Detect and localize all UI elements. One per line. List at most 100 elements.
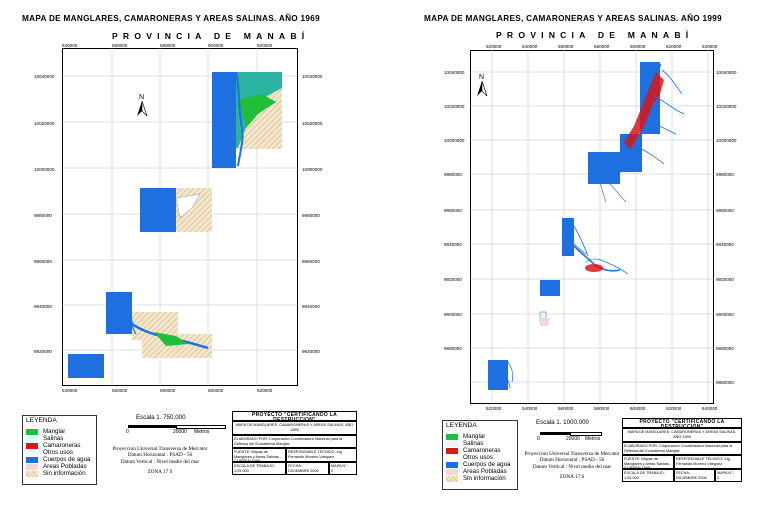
tb-date: FECHA: DICIEMBRE 2006	[674, 469, 715, 482]
water-body	[488, 360, 508, 390]
map-subtitle-1969: PROVINCIA DE MANABÍ	[112, 31, 310, 41]
x-tick-bottom: 600000	[208, 388, 224, 393]
water-body	[540, 280, 560, 296]
tb-technical: RESPONSABLE TÉCNICO: Ing. Fernando Moren…	[674, 455, 742, 469]
tb-sheet: MAPA N°: 2	[715, 469, 742, 482]
tb-source: FUENTE: Mapas de Manglares y Areas Salin…	[622, 455, 674, 469]
north-arrow-icon: N	[137, 94, 148, 117]
y-tick-left: 9920000	[34, 349, 52, 354]
tb-source: FUENTE: Mapas de Manglares y Areas Salin…	[232, 448, 286, 462]
scale-distance: 20000	[173, 429, 187, 435]
projection-info: Proyección Universal Transversa de Merca…	[112, 446, 208, 476]
x-tick-top: 620000	[257, 43, 273, 48]
y-tick-left: 10040000	[34, 74, 55, 79]
y-tick-left: 9940000	[34, 304, 52, 309]
legend-1969: LEYENDA Manglar Salinas Camaroneras Otro…	[22, 415, 97, 485]
projection-info: Proyección Universal Transversa de Merca…	[524, 451, 620, 481]
y-tick-right: 9920000	[716, 277, 734, 282]
x-tick-bottom: 580000	[594, 406, 610, 411]
scale-bar	[540, 432, 570, 435]
scale-unit: Metros	[585, 436, 601, 442]
map-title-1999: MAPA DE MANGLARES, CAMARONERAS Y AREAS S…	[424, 14, 722, 23]
shrimp-farm-area	[585, 264, 603, 272]
x-tick-bottom: 640000	[702, 406, 718, 411]
north-arrow-icon: N	[477, 74, 488, 97]
estuary-area	[236, 72, 282, 148]
water-body	[588, 152, 620, 184]
x-tick-top: 580000	[160, 43, 176, 48]
y-tick-right: 9940000	[302, 304, 320, 309]
y-tick-left: 9980000	[444, 172, 462, 177]
y-tick-left: 10040000	[444, 70, 465, 75]
title-block-1999: PROYECTO "CERTIFICANDO LA DESTRUCCION" M…	[622, 418, 742, 494]
y-tick-right: 9860000	[716, 380, 734, 385]
y-tick-left: 10000000	[34, 167, 55, 172]
map-subtitle-1999: PROVINCIA DE MANABÍ	[496, 30, 694, 40]
x-tick-bottom: 560000	[112, 388, 128, 393]
y-tick-right: 10000000	[716, 138, 737, 143]
y-tick-right: 9900000	[716, 312, 734, 317]
scale-zero: 0	[537, 436, 540, 442]
y-tick-right: 9880000	[716, 346, 734, 351]
tb-header: PROYECTO "CERTIFICANDO LA DESTRUCCION"	[622, 418, 742, 428]
y-tick-left: 9900000	[444, 312, 462, 317]
water-body	[106, 292, 132, 334]
map-frame-1969	[62, 48, 298, 386]
x-tick-top: 560000	[558, 44, 574, 49]
shrimp-farm-area	[624, 72, 664, 150]
tb-map-name: MAPA DE MANGLARES, CAMARONERAS Y AREAS S…	[622, 428, 742, 442]
y-tick-right: 10040000	[302, 74, 323, 79]
tb-elaborated: ELABORADO POR: Corporación Coordinadora …	[622, 442, 742, 455]
y-tick-right: 10020000	[716, 104, 737, 109]
water-body	[562, 218, 574, 256]
y-tick-right: 9960000	[716, 208, 734, 213]
map-frame-1999	[470, 50, 714, 404]
scale-bar-segment	[176, 425, 226, 429]
y-tick-left: 9960000	[444, 208, 462, 213]
x-tick-bottom: 540000	[522, 406, 538, 411]
x-tick-bottom: 620000	[257, 388, 273, 393]
y-tick-left: 10020000	[444, 104, 465, 109]
tb-scale: ESCALA DE TRABAJO: 1:25 000	[232, 462, 286, 475]
x-tick-top: 540000	[62, 43, 78, 48]
y-tick-right: 9920000	[302, 349, 320, 354]
y-tick-left: 10000000	[444, 138, 465, 143]
scale-unit: Metros	[194, 429, 210, 435]
y-tick-right: 9980000	[302, 213, 320, 218]
y-tick-right: 10000000	[302, 167, 323, 172]
legend-title: LEYENDA	[446, 422, 477, 429]
x-tick-top: 560000	[112, 43, 128, 48]
y-tick-left: 10020000	[34, 121, 55, 126]
y-tick-right: 10040000	[716, 70, 737, 75]
y-tick-left: 9960000	[34, 259, 52, 264]
x-tick-top: 600000	[208, 43, 224, 48]
x-tick-top: 540000	[522, 44, 538, 49]
scale-label: Escala 1. 1000.000	[536, 419, 589, 426]
y-tick-right: 9960000	[302, 259, 320, 264]
mangrove-area	[154, 332, 188, 346]
x-tick-top: 580000	[594, 44, 610, 49]
x-tick-top: 640000	[702, 44, 718, 49]
legend-1999: LEYENDA Manglar Salinas Camaroneras Otro…	[442, 420, 518, 490]
x-tick-bottom: 540000	[62, 388, 78, 393]
tb-date: FECHA: DICIEMBRE 2006	[286, 462, 329, 475]
mangrove-area	[238, 94, 276, 128]
water-body	[140, 188, 176, 232]
scale-bar	[128, 425, 176, 428]
tb-technical: RESPONSABLE TÉCNICO: Ing. Fernando Moren…	[286, 448, 357, 462]
y-tick-left: 9940000	[444, 242, 462, 247]
legend-title: LEYENDA	[26, 417, 57, 424]
y-tick-left: 9980000	[34, 213, 52, 218]
x-tick-bottom: 560000	[558, 406, 574, 411]
y-tick-right: 9980000	[716, 172, 734, 177]
x-tick-bottom: 600000	[630, 406, 646, 411]
title-block-1969: PROYECTO "CERTIFICANDO LA DESTRUCCION" M…	[232, 411, 357, 487]
x-tick-top: 600000	[630, 44, 646, 49]
tb-sheet: MAPA N°: 2	[329, 462, 357, 475]
x-tick-bottom: 520000	[486, 406, 502, 411]
y-tick-left: 9880000	[444, 346, 462, 351]
y-tick-right: 10020000	[302, 121, 323, 126]
water-body	[68, 354, 104, 378]
scale-distance: 20000	[566, 436, 580, 442]
scale-label: Escala 1. 750.000	[136, 414, 186, 421]
